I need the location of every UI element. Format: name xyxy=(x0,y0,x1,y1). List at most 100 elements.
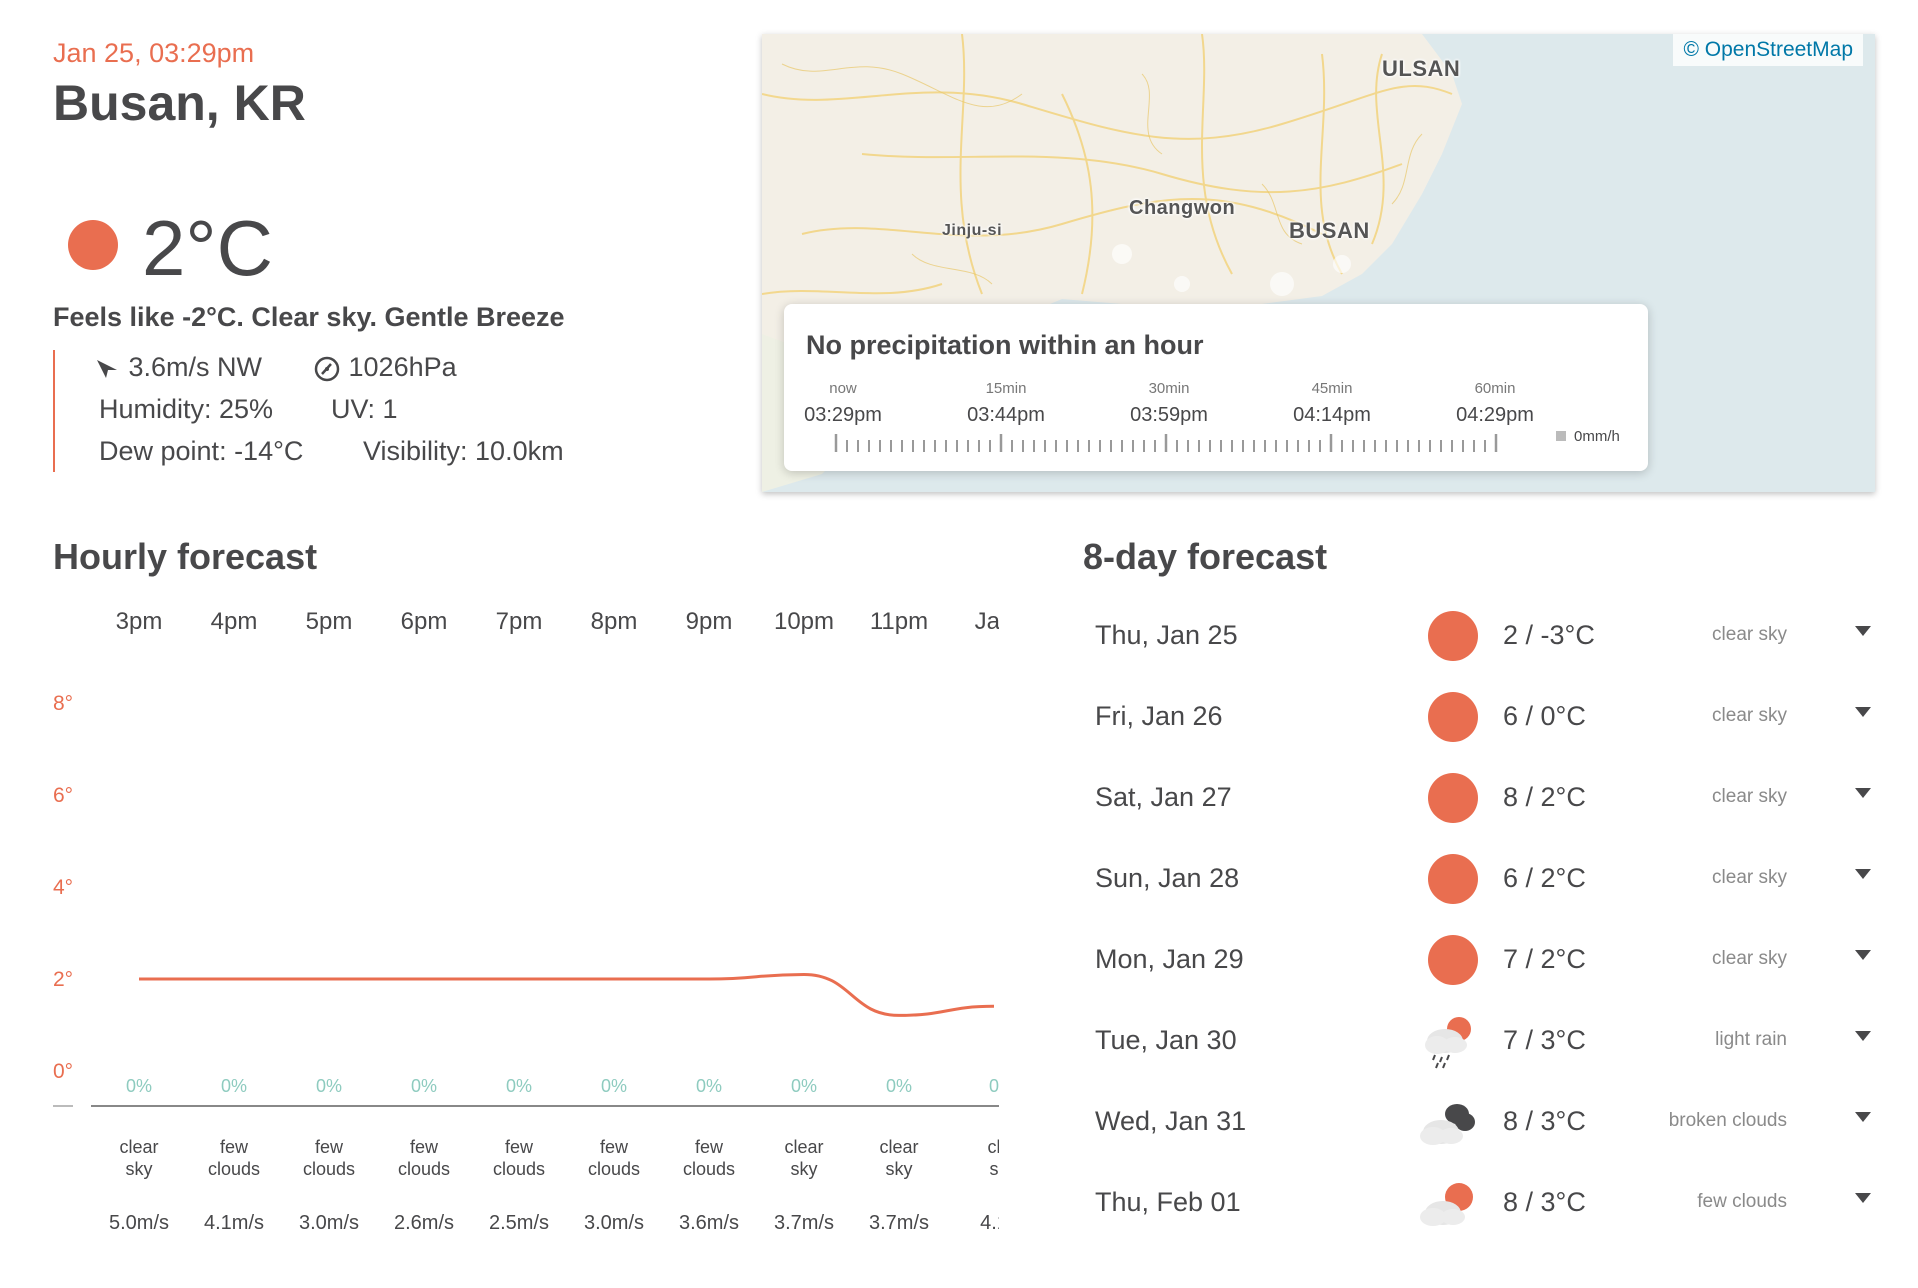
condition-line: cl xyxy=(987,1137,1000,1157)
hour-wind: 3.0m/s xyxy=(298,1212,360,1234)
precip-probability: 0% xyxy=(885,1076,912,1096)
hour-label: Jan xyxy=(974,608,999,635)
current-datetime: Jan 25, 03:29pm xyxy=(53,38,255,68)
daily-date: Tue, Jan 30 xyxy=(1095,1025,1237,1055)
daily-row[interactable]: Thu, Feb 01 8 / 3°C few clouds xyxy=(1083,1163,1883,1244)
condition-line: clouds xyxy=(492,1159,546,1179)
pressure-gauge-icon xyxy=(314,356,340,382)
dew-point-readout: Dew point: -14°C xyxy=(99,436,304,466)
sun-icon xyxy=(1428,935,1478,985)
condition-line: sky xyxy=(885,1159,913,1179)
daily-temperature: 6 / 0°C xyxy=(1503,701,1586,731)
condition-line: clear xyxy=(784,1137,824,1157)
hour-condition: few clouds xyxy=(664,1136,754,1180)
pressure-value: 1026hPa xyxy=(348,352,457,382)
hour-condition: clear sky xyxy=(94,1136,184,1180)
hour-label: 4pm xyxy=(210,608,258,635)
chevron-down-icon[interactable] xyxy=(1855,626,1871,636)
hour-wind: 3.7m/s xyxy=(868,1212,930,1234)
condition-line: clouds xyxy=(682,1159,736,1179)
precip-probability: 0% xyxy=(790,1076,817,1096)
sun-icon xyxy=(1428,611,1478,661)
hour-wind: 5.0m/s xyxy=(108,1212,170,1234)
chevron-down-icon[interactable] xyxy=(1855,788,1871,798)
daily-row[interactable]: Sat, Jan 27 8 / 2°C clear sky xyxy=(1083,758,1883,839)
condition-line: clear xyxy=(879,1137,919,1157)
daily-forecast-title: 8-day forecast xyxy=(1083,536,1328,577)
hourly-forecast-title: Hourly forecast xyxy=(53,536,318,577)
precip-probability: 0% xyxy=(695,1076,722,1096)
daily-date: Fri, Jan 26 xyxy=(1095,701,1223,731)
condition-line: few xyxy=(409,1137,438,1157)
precip-mark-time: 04:29pm xyxy=(1456,404,1534,426)
hour-condition: clear sky xyxy=(759,1136,849,1180)
precip-probability: 0% xyxy=(220,1076,247,1096)
condition-line: few xyxy=(599,1137,628,1157)
condition-line: clouds xyxy=(397,1159,451,1179)
chevron-down-icon[interactable] xyxy=(1855,950,1871,960)
precipitation-panel: No precipitation within an hour now 03:2… xyxy=(784,304,1648,471)
daily-row[interactable]: Sun, Jan 28 6 / 2°C clear sky xyxy=(1083,839,1883,920)
hour-condition: few clouds xyxy=(569,1136,659,1180)
daily-row[interactable]: Mon, Jan 29 7 / 2°C clear sky xyxy=(1083,920,1883,1001)
daily-condition: clear sky xyxy=(1712,705,1787,726)
hour-label: 8pm xyxy=(590,608,638,635)
hour-wind: 3.7m/s xyxy=(773,1212,835,1234)
sun-icon xyxy=(68,220,118,270)
daily-condition: light rain xyxy=(1715,1029,1787,1050)
city-title: Busan, KR xyxy=(53,75,306,131)
chevron-down-icon[interactable] xyxy=(1855,707,1871,717)
hour-wind: 3.6m/s xyxy=(678,1212,740,1234)
precipitation-timeline xyxy=(834,434,1498,452)
daily-condition: clear sky xyxy=(1712,948,1787,969)
hour-label: 11pm xyxy=(869,608,929,635)
hour-label: 3pm xyxy=(115,608,163,635)
daily-row[interactable]: Tue, Jan 30 7 / 3°C light rain xyxy=(1083,1001,1883,1082)
y-axis-label: 2° xyxy=(53,968,74,991)
broken-clouds-icon xyxy=(1420,1104,1475,1145)
daily-condition: clear sky xyxy=(1712,867,1787,888)
precip-mark-time: 03:59pm xyxy=(1130,404,1208,426)
hour-condition: few clouds xyxy=(474,1136,564,1180)
daily-condition: clear sky xyxy=(1712,786,1787,807)
hour-wind: 4.1m/s xyxy=(203,1212,265,1234)
chevron-down-icon[interactable] xyxy=(1855,1031,1871,1041)
daily-condition: few clouds xyxy=(1697,1191,1787,1212)
map-label-changwon: Changwon xyxy=(1129,197,1236,219)
daily-row[interactable]: Wed, Jan 31 8 / 3°C broken clouds xyxy=(1083,1082,1883,1163)
temperature-series-line xyxy=(139,972,995,1017)
daily-temperature: 2 / -3°C xyxy=(1503,620,1595,650)
daily-condition: clear sky xyxy=(1712,624,1787,645)
precipitation-title: No precipitation within an hour xyxy=(806,330,1204,360)
current-details: 3.6m/s NW 1026hPa Humidity: 25% UV: 1 De… xyxy=(53,350,613,472)
chevron-down-icon[interactable] xyxy=(1855,1193,1871,1203)
hour-wind: 2.5m/s xyxy=(488,1212,550,1234)
daily-date: Sat, Jan 27 xyxy=(1095,782,1232,812)
sun-icon xyxy=(1428,854,1478,904)
chevron-down-icon[interactable] xyxy=(1855,1112,1871,1122)
daily-date: Sun, Jan 28 xyxy=(1095,863,1240,893)
current-summary: Feels like -2°C. Clear sky. Gentle Breez… xyxy=(53,302,565,332)
pressure-readout: 1026hPa xyxy=(313,352,457,383)
y-axis-label: 6° xyxy=(53,784,74,807)
wind-direction-icon xyxy=(97,359,117,378)
daily-date: Thu, Feb 01 xyxy=(1095,1187,1241,1217)
daily-temperature: 6 / 2°C xyxy=(1503,863,1586,893)
condition-line: few xyxy=(504,1137,533,1157)
daily-temperature: 8 / 2°C xyxy=(1503,782,1586,812)
y-axis-label: 8° xyxy=(53,692,74,715)
daily-row[interactable]: Fri, Jan 26 6 / 0°C clear sky xyxy=(1083,677,1883,758)
hour-label: 10pm xyxy=(773,608,835,635)
daily-row[interactable]: Thu, Jan 25 2 / -3°C clear sky xyxy=(1083,596,1883,677)
map-attribution-link[interactable]: © OpenStreetMap xyxy=(1673,34,1863,66)
legend-swatch xyxy=(1556,431,1566,441)
condition-line: few xyxy=(219,1137,248,1157)
rain-icon xyxy=(1425,1017,1471,1069)
hour-label: 5pm xyxy=(305,608,353,635)
y-axis-label: 4° xyxy=(53,876,74,899)
sun-icon xyxy=(1428,773,1478,823)
daily-temperature: 7 / 3°C xyxy=(1503,1025,1586,1055)
chevron-down-icon[interactable] xyxy=(1855,869,1871,879)
hourly-forecast-chart[interactable]: 3pm 4pm 5pm 6pm 7pm 8pm 9pm 10pm 11pm Jan 8° 6° 4… xyxy=(53,596,999,1246)
precip-probability: 0% xyxy=(410,1076,437,1096)
